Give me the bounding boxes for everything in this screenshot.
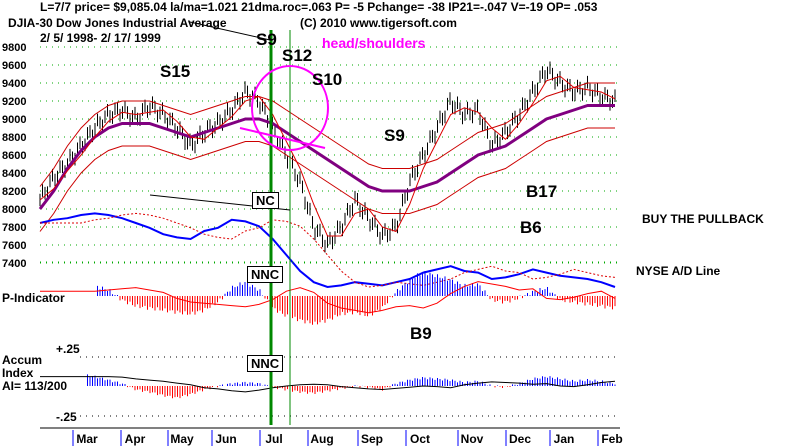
y-tick-label: 8000 xyxy=(2,204,26,216)
neckline xyxy=(239,127,326,149)
month-label: Jan xyxy=(554,432,575,446)
ai-label: AI= 113/200 xyxy=(2,379,68,393)
index-label: Index xyxy=(2,366,34,380)
y-tick-label: 8800 xyxy=(2,132,26,144)
month-label: Nov xyxy=(461,432,484,446)
month-label: Apr xyxy=(125,432,146,446)
ad-line-label: NYSE A/D Line xyxy=(636,264,721,278)
y-tick-label: 9400 xyxy=(2,78,26,90)
buy-pullback-label: BUY THE PULLBACK xyxy=(642,212,764,226)
month-label: Mar xyxy=(76,432,98,446)
leader-line xyxy=(189,21,271,41)
p-indicator-label: P-Indicator xyxy=(2,291,65,305)
y-tick-label: 9200 xyxy=(2,96,26,108)
signal-s10: S10 xyxy=(312,70,343,89)
moving-average-line xyxy=(38,104,615,210)
date-range: 2/ 5/ 1998- 2/ 17/ 1999 xyxy=(40,31,161,45)
accum-label: Accum xyxy=(2,353,43,367)
accum-plus-tick: +.25 xyxy=(56,342,80,356)
month-label: Aug xyxy=(310,432,333,446)
p-indicator-ma xyxy=(40,281,616,314)
symbol-title: DJIA-30 Dow Jones Industrial Average xyxy=(8,16,227,30)
month-label: Dec xyxy=(509,432,531,446)
month-label: Feb xyxy=(601,432,622,446)
copyright: (C) 2010 www.tigersoft.com xyxy=(300,16,457,30)
nnc-box-2: NNC xyxy=(247,355,284,372)
y-tick-label: 8600 xyxy=(2,150,26,162)
signal-s15: S15 xyxy=(160,62,191,81)
month-label: May xyxy=(170,432,194,446)
signal-b6: B6 xyxy=(520,218,542,237)
y-tick-label: 8400 xyxy=(2,168,26,180)
accum-minus-tick: -.25 xyxy=(56,410,77,424)
y-tick-label: 7800 xyxy=(2,222,26,234)
signal-b17: B17 xyxy=(526,182,558,201)
y-tick-label: 9000 xyxy=(2,114,26,126)
upper-band-line xyxy=(39,82,615,187)
signal-s9: S9 xyxy=(256,30,277,49)
header-stats: L=7/7 price= $9,085.04 la/ma=1.021 21dma… xyxy=(40,0,598,14)
short-ma-line xyxy=(39,75,616,237)
month-label: Jun xyxy=(215,432,236,446)
month-label: Jul xyxy=(265,432,282,446)
y-tick-label: 7400 xyxy=(2,258,26,270)
y-tick-label: 9800 xyxy=(2,42,26,54)
ad-ma-line xyxy=(40,212,616,288)
accum-index-ma xyxy=(40,376,616,393)
y-tick-label: 7600 xyxy=(2,240,26,252)
nc-box: NC xyxy=(252,192,279,209)
signal-s12: S12 xyxy=(282,46,313,65)
month-label: Oct xyxy=(410,432,430,446)
head-shoulders-circle xyxy=(251,65,329,151)
ad-line xyxy=(39,212,616,289)
y-tick-label: 9600 xyxy=(2,60,26,72)
lower-band-line xyxy=(39,127,615,232)
head-shoulders-label: head/shoulders xyxy=(322,35,426,51)
signal-b9: B9 xyxy=(410,324,432,343)
signal-s9-second: S9 xyxy=(384,126,405,145)
month-label: Sep xyxy=(361,432,383,446)
nnc-box-1: NNC xyxy=(247,266,284,283)
y-tick-label: 8200 xyxy=(2,186,26,198)
